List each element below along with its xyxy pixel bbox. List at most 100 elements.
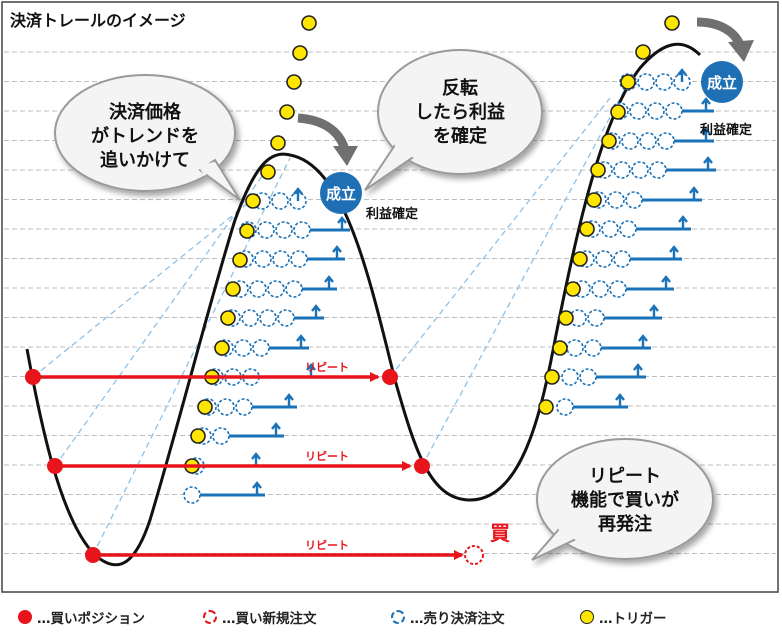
legend-label: …買い新規注文 xyxy=(222,611,317,627)
sell-order-circle xyxy=(621,132,639,150)
buy-position-dot xyxy=(47,458,63,474)
bubble-repeat-line-1: リピート xyxy=(589,466,661,487)
trigger-dot xyxy=(260,164,276,180)
sell-order-circle xyxy=(561,368,579,386)
profit-label-1: 利益確定 xyxy=(366,206,418,222)
sell-order-circle xyxy=(609,280,627,298)
sell-order-circle xyxy=(277,309,295,327)
trigger-dot xyxy=(214,340,230,356)
sell-order-circle xyxy=(601,220,619,238)
sell-order-circle xyxy=(275,221,293,239)
sell-order-circle xyxy=(290,250,308,268)
trigger-dot xyxy=(590,162,606,178)
sell-order-circle xyxy=(629,102,647,120)
trigger-dot xyxy=(579,221,595,237)
legend-item-trigger: …トリガー xyxy=(580,606,667,628)
sell-order-circle xyxy=(257,221,275,239)
trigger-dots xyxy=(184,15,680,474)
buy-positions: 買 xyxy=(25,369,510,565)
sell-order-circle xyxy=(637,73,655,91)
new-buy-order-circle xyxy=(464,545,484,565)
sell-order-circle xyxy=(254,250,272,268)
trigger-dot xyxy=(558,310,574,326)
sell-order-circle xyxy=(591,280,609,298)
legend-label: …トリガー xyxy=(599,611,667,627)
repeat-label-3: リピート xyxy=(305,539,349,552)
trigger-dot xyxy=(601,133,617,149)
sell-order-circle xyxy=(569,309,587,327)
trail-up-arrow xyxy=(324,275,334,289)
legend-label: …買いポジション xyxy=(37,611,145,627)
sell-order-circle xyxy=(267,280,285,298)
trigger-dot xyxy=(286,74,302,90)
bubble-repeat xyxy=(531,438,714,561)
filled-badge-label-2: 成立 xyxy=(707,74,737,92)
trail-up-arrow xyxy=(669,245,679,259)
trail-up-arrow xyxy=(638,334,648,348)
filled-badge-2 xyxy=(701,61,743,103)
sell-order-circle xyxy=(625,191,643,209)
sell-order-circle xyxy=(649,161,667,179)
bubble-reversal xyxy=(364,49,543,191)
sell-order-circle xyxy=(271,192,289,210)
trigger-dot xyxy=(239,223,255,239)
red-dot-icon xyxy=(18,610,32,624)
sell-order-circle xyxy=(241,309,259,327)
trigger-dot xyxy=(292,45,308,61)
sell-order-circle xyxy=(639,132,657,150)
yellow-dot-icon xyxy=(580,610,594,624)
bubble-chase-line-3: 追いかけて xyxy=(100,149,190,171)
trigger-dot xyxy=(225,281,241,297)
legend: …買いポジション …買い新規注文 …売り決済注文 …トリガー xyxy=(0,598,782,637)
repeat-label-1: リピート xyxy=(305,361,349,374)
trail-up-arrow xyxy=(678,215,688,229)
reversal-arrow-1 xyxy=(297,113,350,152)
sell-order-circle xyxy=(655,73,673,91)
sell-order-circle xyxy=(234,339,252,357)
trigger-dot xyxy=(664,15,680,31)
filled-badge-label-1: 成立 xyxy=(326,185,356,203)
blue-dashed-circle-icon xyxy=(391,610,405,624)
trail-up-arrow xyxy=(284,393,294,407)
buy-position-dot xyxy=(85,547,101,563)
sell-order-circle xyxy=(285,280,303,298)
filled-badge-1 xyxy=(320,172,362,214)
diagram-title: 決済トレールのイメージ xyxy=(10,11,186,30)
trigger-dot xyxy=(586,192,602,208)
sell-order-circle xyxy=(665,102,683,120)
repeat-arrows: リピート リピート リピート xyxy=(33,361,464,560)
trigger-dot xyxy=(245,193,261,209)
trigger-dot xyxy=(220,310,236,326)
legend-label: …売り決済注文 xyxy=(410,611,505,627)
buy-position-dot xyxy=(414,458,430,474)
bubble-reversal-line-2: したら利益 xyxy=(415,101,505,123)
sell-order-circle xyxy=(619,220,637,238)
trail-guides xyxy=(32,79,631,556)
sell-order-circle xyxy=(556,398,574,416)
guide-line xyxy=(92,157,291,556)
trigger-dot xyxy=(301,15,317,31)
bubble-chase xyxy=(54,74,241,201)
bubble-repeat-line-3: 再発注 xyxy=(598,513,652,535)
sell-order-circle xyxy=(212,427,230,445)
sell-order-circle xyxy=(183,486,201,504)
trail-up-arrow xyxy=(701,127,711,141)
sell-order-circle xyxy=(293,221,311,239)
trail-up-arrow xyxy=(252,481,262,495)
guide-line xyxy=(32,202,249,378)
sell-order-circle xyxy=(272,250,290,268)
trail-up-arrow xyxy=(703,156,713,170)
trigger-dot xyxy=(538,399,554,415)
legend-item-sell-order: …売り決済注文 xyxy=(391,606,505,628)
trail-up-arrow xyxy=(677,68,687,82)
trigger-dot xyxy=(270,135,286,151)
sell-order-circle xyxy=(613,161,631,179)
trail-up-arrow xyxy=(296,334,306,348)
sell-order-circle xyxy=(579,368,597,386)
sell-order-circle xyxy=(647,102,665,120)
red-dashed-circle-icon xyxy=(203,610,217,624)
sell-order-circle xyxy=(259,309,277,327)
bubble-reversal-line-3: を確定 xyxy=(433,125,487,147)
repeat-label-2: リピート xyxy=(305,450,349,463)
